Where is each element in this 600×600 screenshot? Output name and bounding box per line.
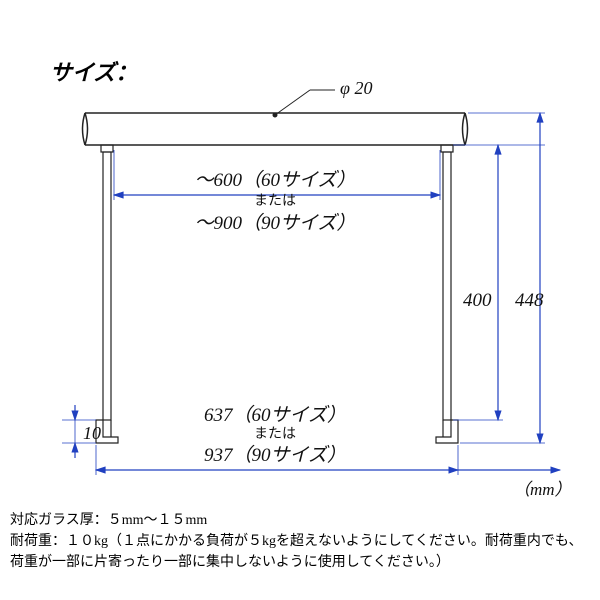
- notes-block: 対応ガラス厚：５mm～１５mm 耐荷重：１０kg（１点にかかる負荷が５kgを超え…: [10, 510, 590, 573]
- bottom-width-line2: 937（90サイズ）: [160, 440, 390, 467]
- height-outer: 448: [515, 290, 544, 312]
- diameter-label: φ 20: [340, 78, 372, 99]
- height-inner: 400: [463, 290, 492, 312]
- top-width-or: または: [150, 190, 400, 210]
- unit-label: （mm）: [513, 475, 572, 500]
- note-line2: 耐荷重：１０kg（１点にかかる負荷が５kgを超えないようにしてください。耐荷重内…: [10, 534, 582, 570]
- top-width-line1: ～600（60サイズ）: [150, 165, 400, 192]
- top-width-line2: ～900（90サイズ）: [150, 208, 400, 235]
- note-line1: 対応ガラス厚：５mm～１５mm: [10, 513, 207, 528]
- bracket-height: 10: [83, 423, 101, 444]
